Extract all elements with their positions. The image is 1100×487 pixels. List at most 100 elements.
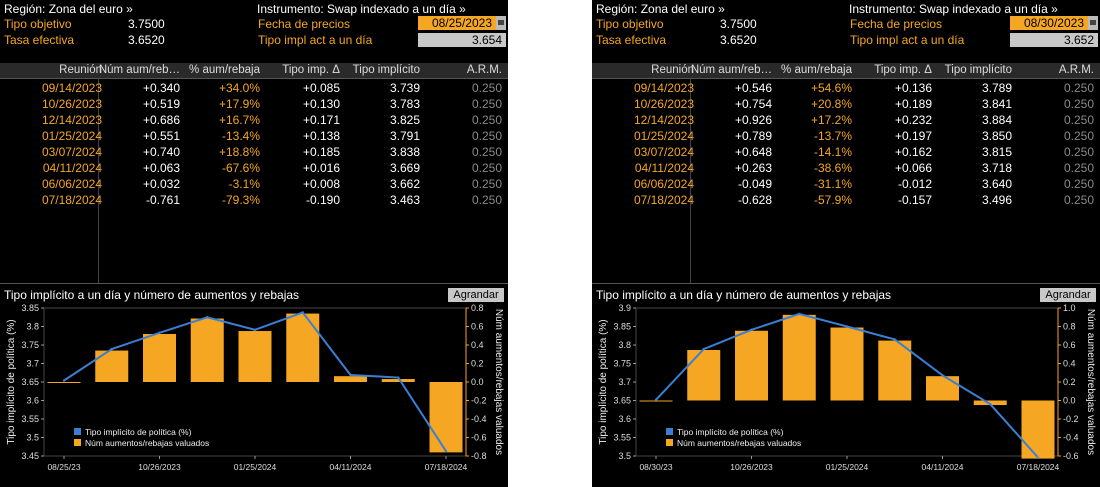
- cell-rate-delta: +0.171: [302, 113, 340, 127]
- table-row[interactable]: 04/11/2024 +0.063 -67.6% +0.016 3.669 0.250: [0, 160, 508, 176]
- table-header: Reunión Núm aum/reb… % aum/rebaja Tipo i…: [592, 63, 1100, 79]
- header-arm[interactable]: A.R.M.: [1058, 64, 1094, 76]
- cell-arm: 0.250: [1063, 177, 1094, 191]
- point-implied-rate: [654, 398, 658, 401]
- header-pct-hikes[interactable]: % aum/rebaja: [189, 64, 260, 76]
- y-right-tick-label: 0.8: [1063, 322, 1076, 332]
- table-row[interactable]: 06/06/2024 -0.049 -31.1% -0.012 3.640 0.250: [592, 176, 1100, 192]
- cell-hikes-cuts: -0.761: [145, 193, 180, 207]
- header-arm[interactable]: A.R.M.: [466, 64, 502, 76]
- table-row[interactable]: 07/18/2024 -0.761 -79.3% -0.190 3.463 0.250: [0, 192, 508, 208]
- table-row[interactable]: 10/26/2023 +0.754 +20.8% +0.189 3.841 0.250: [592, 96, 1100, 112]
- header-implied-rate[interactable]: Tipo implícito: [352, 64, 420, 76]
- point-implied-rate: [750, 328, 753, 332]
- point-implied-rate: [349, 373, 352, 377]
- header-implied-rate[interactable]: Tipo implícito: [944, 64, 1012, 76]
- target-rate-label: Tipo objetivo: [596, 17, 664, 31]
- header-rate-delta[interactable]: Tipo imp. Δ: [874, 64, 932, 76]
- legend-entry-line: Tipo implícito de política (%): [85, 427, 192, 437]
- calendar-icon[interactable]: [496, 16, 506, 30]
- table-row[interactable]: 01/25/2024 +0.551 -13.4% +0.138 3.791 0.250: [0, 128, 508, 144]
- y-right-tick-label: 0.4: [1063, 359, 1076, 369]
- header-pct-hikes[interactable]: % aum/rebaja: [781, 64, 852, 76]
- cell-meeting-date: 01/25/2024: [41, 129, 102, 143]
- table-row[interactable]: 09/14/2023 +0.546 +54.6% +0.136 3.789 0.250: [592, 80, 1100, 96]
- cell-arm: 0.250: [471, 177, 502, 191]
- y-left-tick-label: 3.45: [21, 451, 39, 461]
- x-tick-label: 01/25/2024: [826, 462, 869, 472]
- bar-hikes-cuts: [381, 379, 415, 382]
- table-row[interactable]: 04/11/2024 +0.263 -38.6% +0.066 3.718 0.250: [592, 160, 1100, 176]
- y-right-tick-label: -0.4: [471, 414, 487, 424]
- table-row[interactable]: 12/14/2023 +0.686 +16.7% +0.171 3.825 0.250: [0, 112, 508, 128]
- price-date-input[interactable]: 08/30/2023: [1010, 16, 1088, 30]
- cell-pct-hikes: -79.3%: [221, 193, 260, 207]
- cell-arm: 0.250: [471, 193, 502, 207]
- cell-arm: 0.250: [1063, 129, 1094, 143]
- y-left-tick-label: 3.55: [21, 414, 39, 424]
- effective-rate-value: 3.6520: [720, 33, 757, 47]
- y-left-tick-label: 3.65: [21, 377, 39, 387]
- y-left-axis-title: Tipo implícito de política (%): [598, 319, 609, 444]
- cell-meeting-date: 10/26/2023: [633, 97, 694, 111]
- instrument-selector[interactable]: Instrumento: Swap indexado a un día »: [257, 2, 466, 16]
- effective-rate-label: Tasa efectiva: [596, 33, 667, 47]
- cell-rate-delta: +0.130: [302, 97, 340, 111]
- calendar-icon[interactable]: [1088, 16, 1098, 30]
- header-hikes-cuts[interactable]: Núm aum/reb…: [98, 64, 180, 76]
- y-right-axis-title: Núm aumentos/rebajas valuados: [493, 309, 504, 455]
- table-row[interactable]: 03/07/2024 +0.740 +18.8% +0.185 3.838 0.250: [0, 144, 508, 160]
- y-right-tick-label: 1.0: [1063, 303, 1076, 313]
- cell-rate-delta: +0.085: [302, 81, 340, 95]
- bar-hikes-cuts: [47, 382, 81, 383]
- cell-arm: 0.250: [471, 81, 502, 95]
- table-row[interactable]: 06/06/2024 +0.032 -3.1% +0.008 3.662 0.250: [0, 176, 508, 192]
- header-meeting[interactable]: Reunión: [59, 64, 102, 76]
- cell-rate-delta: +0.197: [894, 129, 932, 143]
- y-left-tick-label: 3.8: [26, 322, 39, 332]
- cell-hikes-cuts: +0.063: [142, 161, 180, 175]
- cell-implied-rate: 3.662: [389, 177, 420, 191]
- cell-arm: 0.250: [471, 145, 502, 159]
- cell-implied-rate: 3.718: [981, 161, 1012, 175]
- table-row[interactable]: 01/25/2024 +0.789 -13.7% +0.197 3.850 0.250: [592, 128, 1100, 144]
- cell-rate-delta: -0.190: [305, 193, 340, 207]
- table-row[interactable]: 09/14/2023 +0.340 +34.0% +0.085 3.739 0.250: [0, 80, 508, 96]
- table-row[interactable]: 07/18/2024 -0.628 -57.9% -0.157 3.496 0.250: [592, 192, 1100, 208]
- region-selector[interactable]: Región: Zona del euro »: [4, 2, 133, 16]
- price-date-input[interactable]: 08/25/2023: [418, 16, 496, 30]
- header-meeting[interactable]: Reunión: [651, 64, 694, 76]
- expand-button[interactable]: Agrandar: [448, 288, 504, 302]
- table-row[interactable]: 10/26/2023 +0.519 +17.9% +0.130 3.783 0.250: [0, 96, 508, 112]
- region-selector[interactable]: Región: Zona del euro »: [596, 2, 725, 16]
- price-date-label: Fecha de precios: [850, 17, 943, 31]
- table-header: Reunión Núm aum/reb… % aum/rebaja Tipo i…: [0, 63, 508, 79]
- y-right-tick-label: -0.6: [1063, 451, 1079, 461]
- table-row[interactable]: 03/07/2024 +0.648 -14.1% +0.162 3.815 0.250: [592, 144, 1100, 160]
- y-right-tick-label: 0.0: [1063, 396, 1076, 406]
- effective-rate-label: Tasa efectiva: [4, 33, 75, 47]
- bar-hikes-cuts: [926, 376, 959, 401]
- cell-implied-rate: 3.825: [389, 113, 420, 127]
- point-implied-rate: [845, 325, 849, 328]
- instrument-selector[interactable]: Instrumento: Swap indexado a un día »: [849, 2, 1058, 16]
- y-left-tick-label: 3.55: [613, 433, 631, 443]
- cell-pct-hikes: +16.7%: [218, 113, 260, 127]
- cell-arm: 0.250: [471, 161, 502, 175]
- cell-rate-delta: +0.185: [302, 145, 340, 159]
- header-hikes-cuts[interactable]: Núm aum/reb…: [690, 64, 772, 76]
- cell-pct-hikes: -3.1%: [228, 177, 260, 191]
- cell-implied-rate: 3.791: [389, 129, 420, 143]
- y-right-axis-title: Núm aumentos/rebajas valuados: [1085, 309, 1096, 455]
- table-row[interactable]: 12/14/2023 +0.926 +17.2% +0.232 3.884 0.250: [592, 112, 1100, 128]
- cell-meeting-date: 03/07/2024: [41, 145, 102, 159]
- cell-meeting-date: 04/11/2024: [42, 161, 102, 175]
- cell-rate-delta: -0.157: [897, 193, 932, 207]
- cell-meeting-date: 09/14/2023: [633, 81, 694, 95]
- cell-pct-hikes: -14.1%: [813, 145, 852, 159]
- cell-meeting-date: 04/11/2024: [634, 161, 694, 175]
- cell-rate-delta: +0.138: [302, 129, 340, 143]
- header-rate-delta[interactable]: Tipo imp. Δ: [282, 64, 340, 76]
- expand-button[interactable]: Agrandar: [1040, 288, 1096, 302]
- cell-hikes-cuts: +0.754: [734, 97, 772, 111]
